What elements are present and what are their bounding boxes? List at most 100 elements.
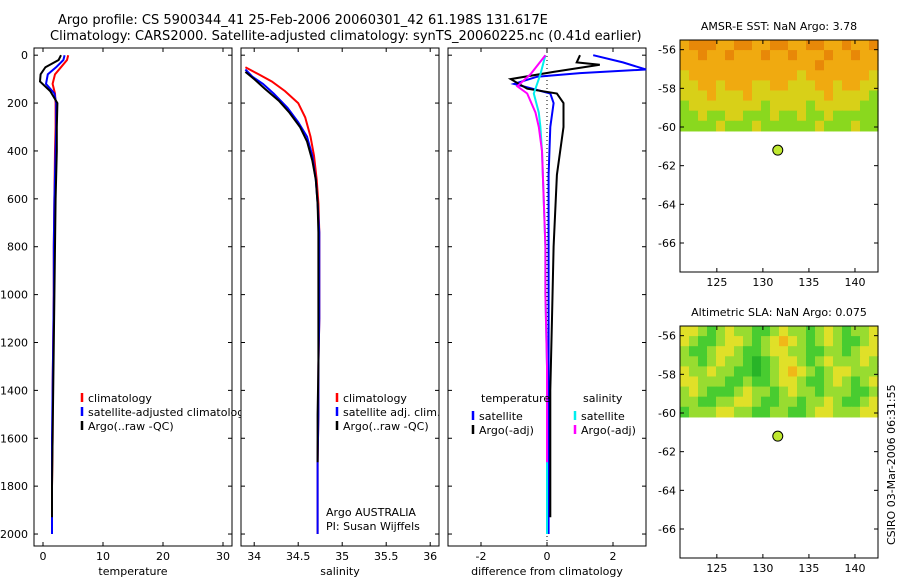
sst-map-cell	[770, 50, 780, 61]
sst-map-cell	[761, 40, 771, 51]
sst-map-cell	[860, 120, 870, 132]
sst-map-cell	[824, 100, 834, 112]
sla-map-cell	[743, 386, 753, 398]
sla-map-cell	[698, 336, 708, 347]
sla-map-cell	[851, 406, 861, 418]
sla-map-cell	[797, 346, 807, 357]
temperature-panel: 0 200 400 600 800 1000 1200 1400 1600 1800 2000 0 10…	[0, 47, 251, 578]
salinity-legend-label: Argo(..raw -QC)	[343, 420, 429, 433]
sla-map-cell	[734, 356, 744, 367]
sla-map-xtick-label: 135	[798, 562, 819, 575]
sst-map-cell	[851, 70, 861, 81]
sst-map-cell	[770, 110, 780, 122]
sla-map-cell	[815, 346, 825, 357]
sst-map-cell	[689, 80, 699, 92]
sla-map-cell	[797, 386, 807, 398]
temperature-ytick-label: 200	[7, 97, 28, 110]
sla-map-cell	[869, 346, 879, 357]
sla-map-cell	[833, 406, 843, 418]
sla-map-cell	[743, 406, 753, 418]
sst-map-cell	[869, 100, 879, 112]
sst-map-ytick-label: -64	[658, 198, 676, 211]
sla-map-cell	[806, 406, 816, 418]
salinity-annotation: Argo AUSTRALIA	[326, 506, 416, 519]
sla-map-cell	[752, 356, 762, 367]
sst-map-cell	[797, 110, 807, 122]
sla-map-cell	[806, 366, 816, 378]
sst-map-cell	[680, 70, 690, 81]
sla-map-cell	[698, 366, 708, 378]
sst-map-cell	[806, 80, 816, 92]
sst-map-cell	[815, 70, 825, 81]
sst-map-cell	[734, 100, 744, 112]
sla-map-cell	[851, 326, 861, 337]
sst-map-cell	[698, 60, 708, 71]
salinity-series-2	[244, 71, 320, 463]
sla-map-cell	[689, 406, 699, 418]
sst-map-cell	[806, 70, 816, 81]
sst-map-cell	[707, 70, 717, 81]
sla-map-cell	[842, 336, 852, 347]
sst-map-cell	[833, 80, 843, 92]
sla-map-cell	[698, 386, 708, 398]
sla-map-cell	[734, 326, 744, 337]
sst-map-cell	[761, 60, 771, 71]
sst-map-cell	[833, 40, 843, 51]
salinity-xtick-label: 35	[335, 550, 349, 563]
sla-map-cell	[689, 326, 699, 337]
sla-map-cell	[815, 376, 825, 388]
sst-map-cell	[842, 110, 852, 122]
sla-map-ytick-label: -58	[658, 368, 676, 381]
sst-map-cell	[680, 100, 690, 112]
sla-map-cell	[761, 346, 771, 357]
sla-map-cell	[842, 346, 852, 357]
sst-map-cell	[752, 90, 762, 102]
sla-map-cell	[680, 396, 690, 408]
sst-map-cell	[815, 90, 825, 102]
sst-map-cell	[770, 80, 780, 92]
sla-map-panel: -56 -58 -60 -62 -64 -66 125 130 135 140	[658, 325, 879, 575]
sst-map-cell	[689, 50, 699, 61]
sst-map-cell	[716, 120, 726, 132]
sst-map-cell	[761, 120, 771, 132]
sla-map-cell	[743, 396, 753, 408]
sst-map-cell	[770, 60, 780, 71]
sla-map-cell	[680, 406, 690, 418]
sla-map-cell	[833, 356, 843, 367]
temperature-legend-label: climatology	[88, 392, 152, 405]
sst-map-cell	[680, 120, 690, 132]
temperature-ytick-label: 1800	[0, 480, 28, 493]
sla-map-cell	[761, 376, 771, 388]
sla-map-cell	[743, 376, 753, 388]
sla-map-title: Altimetric SLA: NaN Argo: 0.075	[691, 306, 867, 319]
sst-map-cell	[698, 80, 708, 92]
sst-map-cell	[815, 40, 825, 51]
sla-map-ytick-label: -56	[658, 330, 676, 343]
sla-map-cell	[716, 406, 726, 418]
sla-map-cell	[734, 396, 744, 408]
sst-map-cell	[752, 110, 762, 122]
sst-map-cell	[842, 70, 852, 81]
sst-map-ytick-label: -60	[658, 121, 676, 134]
sla-map-cell	[716, 336, 726, 347]
difference-legend-label: Argo(-adj)	[581, 424, 636, 437]
sst-map-cell	[743, 110, 753, 122]
difference-xlabel: difference from climatology	[471, 565, 623, 578]
difference-legend-label: satellite	[581, 410, 625, 423]
temperature-ytick-label: 800	[7, 241, 28, 254]
sst-map-cell	[851, 40, 861, 51]
sla-map-cell	[770, 396, 780, 408]
sla-map-cell	[851, 356, 861, 367]
sst-map-cell	[725, 40, 735, 51]
sst-map-cell	[806, 40, 816, 51]
sla-map-cell	[770, 386, 780, 398]
sla-map-cell	[842, 366, 852, 378]
sst-map-cell	[752, 120, 762, 132]
temperature-ytick-label: 1000	[0, 289, 28, 302]
sla-map-cell	[806, 326, 816, 337]
sst-map-cell	[707, 60, 717, 71]
sla-map-cell	[752, 406, 762, 418]
difference-legend-title: salinity	[583, 392, 623, 405]
sla-map-cell	[797, 326, 807, 337]
sla-map-cell	[734, 336, 744, 347]
